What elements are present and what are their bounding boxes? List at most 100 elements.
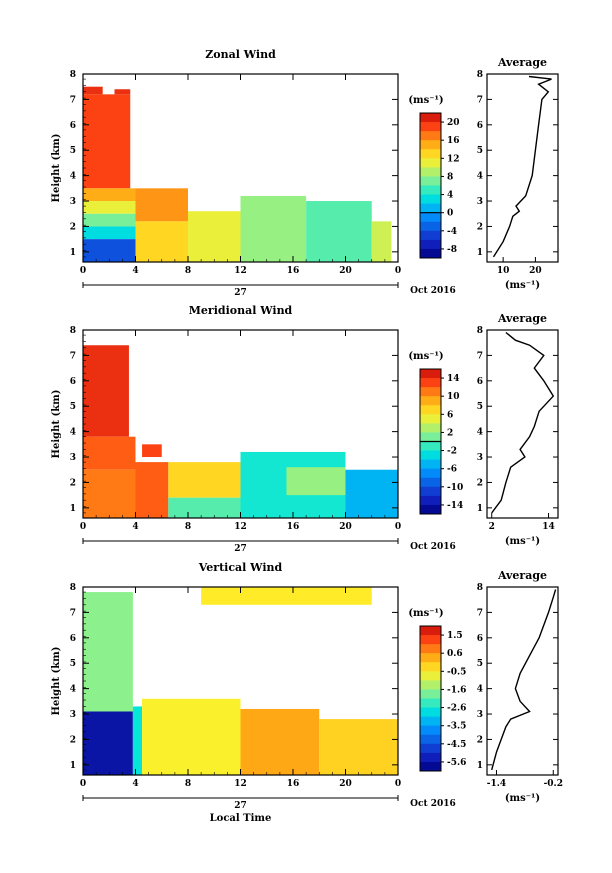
heatmap-cell (83, 213, 136, 227)
x-tick-label: 12 (234, 779, 247, 789)
colorbar-tick-label: -1.6 (447, 685, 466, 695)
colorbar-segment (420, 477, 441, 488)
heatmap-cell (83, 86, 103, 95)
y-tick-label: 3 (70, 710, 76, 720)
x-tick-label: 0 (395, 522, 401, 532)
colorbar-tick-label: -0.5 (447, 667, 466, 677)
heatmap-cell (345, 469, 398, 518)
colorbar-segment (420, 644, 441, 654)
colorbar-segment (420, 761, 441, 772)
colorbar-segment (420, 450, 441, 461)
avg-y-tick-label: 2 (477, 735, 483, 745)
avg-y-tick-label: 1 (477, 761, 483, 771)
y-tick-label: 4 (70, 428, 76, 438)
average-title: Average (497, 56, 547, 69)
colorbar-segment (420, 203, 441, 214)
colorbar-tick-label: -2 (447, 447, 457, 457)
colorbar-segment (420, 378, 441, 388)
colorbar-segment (420, 167, 441, 177)
chart-title: Vertical Wind (198, 561, 283, 574)
x-tick-label: 0 (395, 266, 401, 276)
colorbar-segment (420, 176, 441, 186)
colorbar-tick-label: -6 (447, 465, 457, 475)
colorbar-unit: (ms⁻¹) (408, 608, 443, 619)
avg-y-tick-label: 8 (477, 583, 483, 593)
x-tick-label: 20 (339, 266, 352, 276)
y-tick-label: 7 (70, 95, 76, 105)
y-tick-label: 4 (70, 685, 76, 695)
heatmap-cell (135, 462, 169, 518)
colorbar-tick-label: -4 (447, 227, 457, 237)
date-label: 27 (234, 544, 247, 554)
colorbar-segment (420, 140, 441, 150)
y-tick-label: 7 (70, 351, 76, 361)
colorbar-segment (420, 653, 441, 663)
heatmap-cell (168, 497, 241, 518)
avg-y-tick-label: 3 (477, 453, 483, 463)
colorbar-tick-label: 0.6 (447, 649, 463, 659)
colorbar-tick-label: -2.6 (447, 704, 466, 714)
avg-x-axis-label: (ms⁻¹) (505, 793, 540, 804)
avg-x-tick-label: -1.4 (487, 779, 506, 789)
colorbar-segment (420, 405, 441, 415)
avg-y-tick-label: 8 (477, 326, 483, 336)
avg-y-tick-label: 7 (477, 608, 483, 618)
avg-y-tick-label: 1 (477, 504, 483, 514)
colorbar-tick-label: 4 (447, 191, 453, 201)
heatmap-cell (319, 719, 398, 775)
colorbar-segment (420, 185, 441, 196)
colorbar-segment (420, 248, 441, 259)
heatmap-cell (83, 345, 129, 437)
heatmap-cell (132, 706, 143, 775)
colorbar-tick-label: -10 (447, 483, 463, 493)
colorbar-segment (420, 671, 441, 681)
colorbar-segment (420, 131, 441, 141)
colorbar-segment (420, 734, 441, 745)
avg-y-tick-label: 1 (477, 248, 483, 258)
y-tick-label: 3 (70, 197, 76, 207)
avg-x-axis-label: (ms⁻¹) (505, 536, 540, 547)
avg-y-tick-label: 6 (477, 634, 483, 644)
colorbar-segment (420, 459, 441, 470)
colorbar-tick-label: 16 (447, 136, 460, 146)
avg-y-tick-label: 7 (477, 351, 483, 361)
colorbar-segment (420, 423, 441, 433)
y-tick-label: 2 (70, 222, 76, 232)
average-title: Average (497, 312, 547, 325)
colorbar-segment (420, 239, 441, 250)
colorbar-tick-label: 20 (447, 118, 460, 128)
colorbar-tick-label: 1.5 (447, 631, 463, 641)
colorbar-segment (420, 707, 441, 718)
avg-y-tick-label: 4 (477, 428, 483, 438)
avg-x-tick-label: 10 (497, 266, 510, 276)
colorbar-segment (420, 635, 441, 645)
y-tick-label: 2 (70, 735, 76, 745)
heatmap-cell (114, 89, 131, 95)
colorbar-segment (420, 743, 441, 754)
colorbar-segment (420, 194, 441, 205)
colorbar-segment (420, 495, 441, 506)
colorbar-segment (420, 396, 441, 406)
month-label: Oct 2016 (410, 799, 456, 809)
colorbar-segment (420, 689, 441, 699)
heatmap-cell (142, 698, 241, 775)
average-profile-line (491, 331, 555, 514)
x-tick-label: 12 (234, 266, 247, 276)
colorbar-segment (420, 626, 441, 636)
heatmap-cell (286, 467, 346, 496)
avg-y-tick-label: 7 (477, 95, 483, 105)
x-tick-label: 0 (80, 522, 86, 532)
average-title: Average (497, 569, 547, 582)
colorbar-tick-label: 6 (447, 410, 453, 420)
colorbar-tick-label: 0 (447, 209, 453, 219)
colorbar-segment (420, 662, 441, 672)
y-tick-label: 3 (70, 453, 76, 463)
heatmap-cell (371, 221, 392, 262)
y-tick-label: 1 (70, 761, 76, 771)
colorbar-tick-label: 2 (447, 428, 453, 438)
month-label: Oct 2016 (410, 286, 456, 296)
colorbar-segment (420, 369, 441, 379)
